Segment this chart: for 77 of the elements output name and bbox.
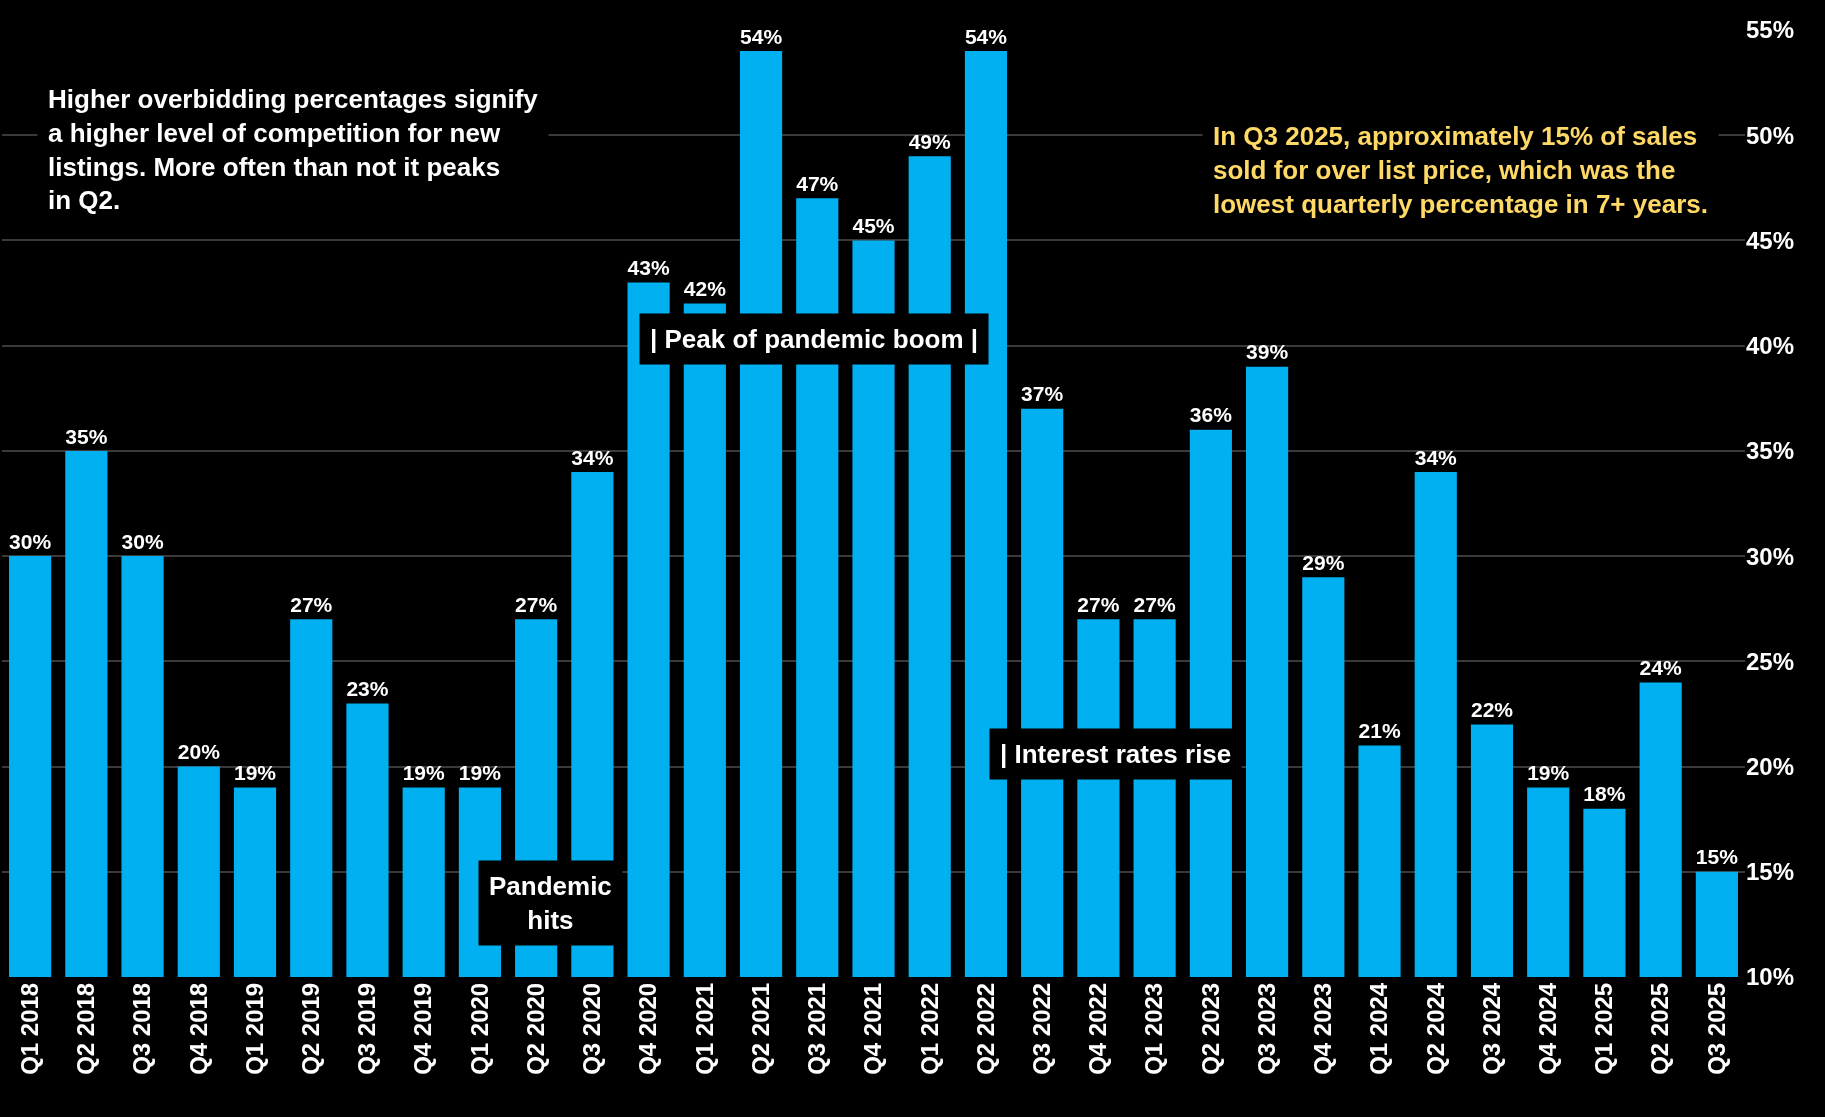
- y-tick-label: 40%: [1746, 332, 1795, 360]
- x-tick-label: Q3 2023: [1252, 982, 1280, 1075]
- annotation: Higher overbidding percentages signify a higher level of competition for new listings. More often than not it peaks in Q2.: [48, 84, 539, 216]
- y-tick-label: 25%: [1746, 647, 1795, 675]
- data-label: 30%: [121, 529, 164, 553]
- x-tick-label: Q3 2021: [803, 982, 831, 1075]
- x-tick-label: Q2 2023: [1196, 982, 1224, 1075]
- x-tick-label: Q3 2019: [353, 982, 381, 1075]
- x-tick-label: Q4 2023: [1309, 982, 1337, 1075]
- x-tick-label: Q3 2022: [1027, 982, 1055, 1075]
- data-label: 23%: [346, 677, 389, 701]
- annotation: | Peak of pandemic boom |: [650, 324, 979, 354]
- data-label: 54%: [739, 24, 783, 48]
- data-label: 27%: [290, 592, 333, 616]
- data-label: 30%: [9, 529, 52, 553]
- data-label: 54%: [964, 24, 1008, 48]
- data-label: 42%: [683, 277, 727, 301]
- x-tick-label: Q3 2024: [1477, 982, 1505, 1075]
- data-label: 36%: [1189, 403, 1233, 427]
- x-tick-label: Q4 2022: [1084, 982, 1112, 1075]
- data-label: 18%: [1583, 782, 1626, 806]
- data-label: 39%: [1246, 340, 1289, 364]
- data-label: 37%: [1021, 382, 1064, 406]
- x-tick-label: Q2 2021: [746, 982, 774, 1075]
- x-tick-label: Q2 2025: [1646, 982, 1674, 1075]
- data-label: 19%: [402, 761, 446, 785]
- annotation: Pandemic hits: [489, 871, 612, 935]
- annotation: | Interest rates rise: [1000, 739, 1232, 769]
- data-label: 24%: [1639, 655, 1683, 679]
- data-label: 35%: [65, 424, 108, 448]
- data-label: 49%: [908, 129, 952, 153]
- x-tick-label: Q2 2024: [1421, 982, 1449, 1075]
- x-tick-label: Q3 2020: [578, 982, 606, 1075]
- y-tick-label: 10%: [1746, 963, 1795, 991]
- data-label: 34%: [571, 445, 614, 469]
- y-tick-label: 55%: [1746, 16, 1795, 44]
- x-tick-label: Q1 2021: [690, 982, 718, 1075]
- data-label: 45%: [852, 214, 895, 238]
- x-tick-label: Q2 2020: [521, 982, 549, 1075]
- y-tick-label: 15%: [1746, 858, 1795, 886]
- x-tick-label: Q4 2018: [184, 982, 212, 1075]
- x-tick-label: Q4 2019: [409, 982, 437, 1075]
- x-tick-label: Q4 2021: [859, 982, 887, 1075]
- data-label: 19%: [1527, 761, 1570, 785]
- x-tick-label: Q3 2018: [128, 982, 156, 1075]
- y-tick-label: 45%: [1746, 226, 1795, 254]
- data-label: 47%: [796, 171, 839, 195]
- x-tick-label: Q3 2025: [1702, 982, 1730, 1075]
- y-tick-label: 30%: [1746, 542, 1795, 570]
- data-label: 27%: [515, 592, 558, 616]
- data-label: 27%: [1133, 592, 1176, 616]
- x-tick-label: Q4 2024: [1534, 982, 1562, 1075]
- x-tick-label: Q1 2019: [240, 982, 268, 1075]
- data-label: 15%: [1695, 845, 1739, 869]
- data-label: 21%: [1358, 719, 1401, 743]
- x-tick-label: Q1 2025: [1590, 982, 1618, 1075]
- data-label: 19%: [233, 761, 277, 785]
- x-tick-label: Q4 2020: [634, 982, 662, 1075]
- data-label: 20%: [177, 740, 221, 764]
- y-tick-label: 20%: [1746, 752, 1795, 780]
- data-label: 43%: [627, 256, 670, 280]
- x-tick-label: Q2 2019: [297, 982, 325, 1075]
- y-tick-label: 50%: [1746, 121, 1795, 149]
- data-label: 27%: [1077, 592, 1120, 616]
- data-label: 34%: [1414, 445, 1458, 469]
- x-tick-label: Q1 2022: [915, 982, 943, 1075]
- x-tick-label: Q1 2024: [1365, 982, 1393, 1075]
- x-tick-label: Q1 2023: [1140, 982, 1168, 1075]
- x-tick-label: Q1 2018: [15, 982, 43, 1075]
- data-label: 22%: [1470, 698, 1514, 722]
- x-tick-label: Q2 2022: [971, 982, 999, 1075]
- x-tick-label: Q2 2018: [72, 982, 100, 1075]
- annotation: In Q3 2025, approximately 15% of sales sold for over list price, which was the lowest quarterly percentage in 7+ years.: [1213, 121, 1708, 219]
- data-label: 19%: [458, 761, 502, 785]
- data-label: 29%: [1302, 550, 1345, 574]
- y-tick-label: 35%: [1746, 437, 1795, 465]
- x-tick-label: Q1 2020: [465, 982, 493, 1075]
